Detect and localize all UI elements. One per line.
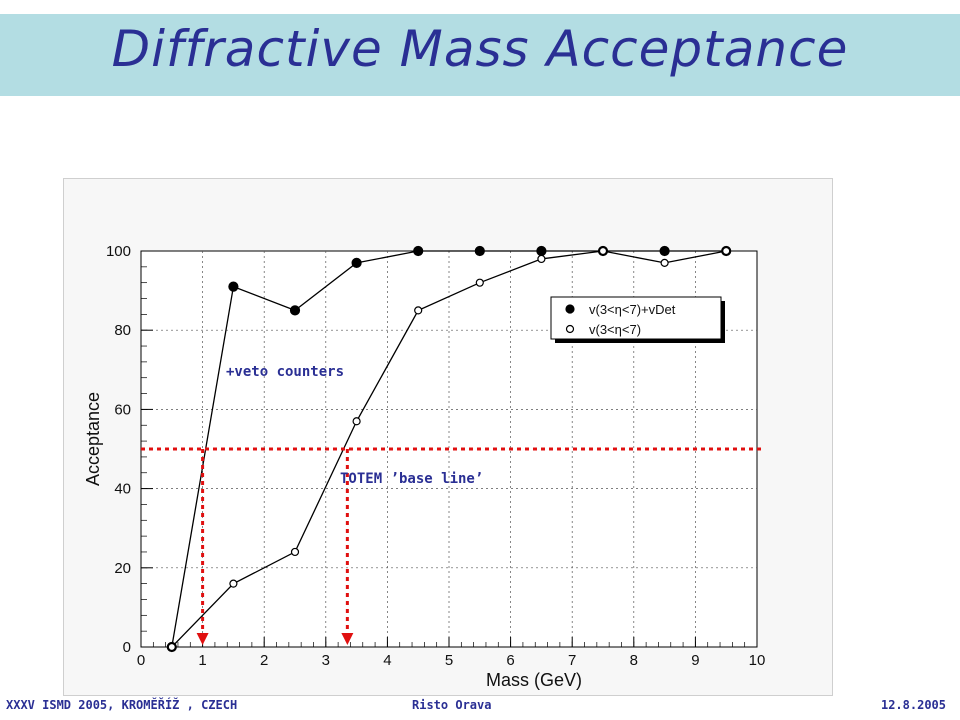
x-tick-label: 10 (749, 652, 766, 669)
x-tick-label: 1 (198, 652, 206, 669)
open-marker (290, 547, 300, 557)
x-tick-label: 2 (260, 652, 268, 669)
y-tick-label: 0 (123, 639, 131, 656)
open-marker (598, 246, 608, 256)
open-marker (414, 306, 423, 315)
filled-marker (536, 245, 547, 257)
reference-lines (141, 447, 762, 645)
y-tick-label: 60 (114, 401, 131, 418)
annotation-veto-counters: +veto counters (226, 364, 344, 380)
open-marker (167, 642, 176, 652)
filled-marker (228, 281, 239, 292)
axis-labels: Mass (GeV) Acceptance (83, 392, 582, 690)
series-line-1 (171, 250, 727, 648)
series-lines (171, 250, 727, 648)
x-axis-label: Mass (GeV) (486, 670, 582, 690)
annotations: +veto counters TOTEM ’base line’ (226, 364, 483, 487)
open-marker (229, 579, 238, 588)
open-marker (660, 258, 669, 267)
title-bar (0, 14, 960, 96)
reference-arrow-1 (196, 633, 209, 645)
y-tick-label: 40 (114, 481, 131, 498)
open-marker (722, 246, 731, 256)
footer-author: Risto Orava (412, 698, 492, 712)
x-tick-label: 7 (568, 652, 576, 669)
legend-box (550, 296, 722, 340)
filled-marker (659, 245, 670, 257)
y-tick-label: 100 (106, 243, 131, 260)
x-tick-label: 6 (506, 652, 514, 669)
x-tick-label: 5 (445, 652, 453, 669)
footer-date: 12.8.2005 (880, 698, 946, 712)
slide-title: Diffractive Mass Acceptance (111, 20, 849, 78)
legend-label-1: v(3<η<7)+vDet (589, 302, 676, 317)
legend-marker-2 (565, 324, 575, 334)
filled-marker (474, 245, 485, 257)
series-line-2 (171, 250, 727, 648)
x-tick-label: 9 (691, 652, 699, 669)
filled-marker (289, 305, 301, 316)
annotation-totem-base-line: TOTEM ’base line’ (340, 471, 483, 487)
y-tick-label: 80 (114, 322, 131, 339)
x-tick-label: 3 (322, 652, 330, 669)
legend: v(3<η<7)+vDet v(3<η<7) (550, 296, 725, 343)
footer-conference: XXXV ISMD 2005, KROMĚŘÍŽ , CZECH (6, 698, 238, 712)
series-markers (166, 245, 732, 653)
x-tick-label: 0 (137, 652, 145, 669)
filled-marker (413, 245, 424, 257)
open-marker (352, 417, 361, 426)
y-tick-label: 20 (114, 560, 131, 577)
filled-marker (351, 257, 362, 268)
plot-panel: 0 1 2 3 4 5 6 7 8 9 10 0 20 40 60 80 100 v(3<η<7)+vDet v(… (63, 178, 833, 696)
open-marker (537, 254, 546, 264)
x-tick-label: 8 (630, 652, 638, 669)
x-tick-label: 4 (383, 652, 391, 669)
legend-marker-1 (565, 304, 575, 314)
reference-arrow-2 (341, 633, 354, 645)
y-axis-label: Acceptance (83, 392, 103, 486)
open-marker (475, 278, 484, 287)
legend-label-2: v(3<η<7) (589, 322, 641, 337)
